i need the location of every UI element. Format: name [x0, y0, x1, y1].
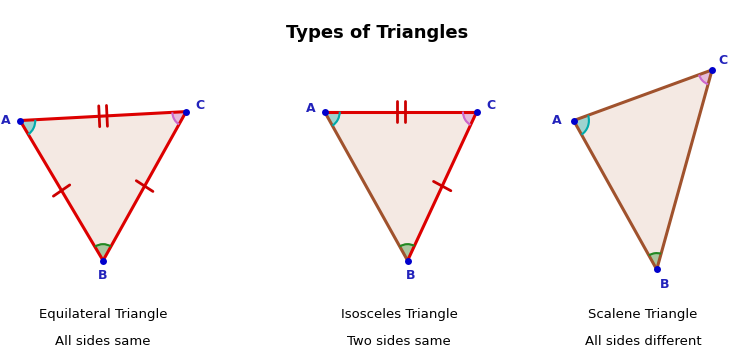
- Text: A: A: [552, 114, 562, 127]
- Text: B: B: [405, 269, 415, 282]
- Polygon shape: [325, 112, 340, 126]
- Polygon shape: [649, 253, 661, 270]
- Polygon shape: [574, 70, 712, 270]
- Text: C: C: [719, 55, 728, 68]
- Text: A: A: [2, 114, 11, 127]
- Polygon shape: [699, 70, 712, 84]
- Text: Types of Triangles: Types of Triangles: [286, 25, 469, 42]
- Polygon shape: [95, 244, 111, 260]
- Text: All sides same: All sides same: [55, 335, 151, 348]
- Polygon shape: [325, 112, 477, 260]
- Text: B: B: [661, 278, 670, 291]
- Polygon shape: [20, 120, 35, 134]
- Text: C: C: [196, 99, 205, 112]
- Polygon shape: [20, 112, 186, 260]
- Text: Scalene Triangle: Scalene Triangle: [588, 308, 698, 321]
- Polygon shape: [574, 115, 589, 135]
- Polygon shape: [172, 112, 186, 124]
- Text: C: C: [486, 99, 495, 112]
- Text: All sides different: All sides different: [584, 335, 701, 348]
- Text: A: A: [306, 102, 316, 115]
- Text: Equilateral Triangle: Equilateral Triangle: [39, 308, 168, 321]
- Polygon shape: [463, 112, 477, 125]
- Text: B: B: [98, 269, 108, 282]
- Text: Two sides same: Two sides same: [347, 335, 451, 348]
- Text: Isosceles Triangle: Isosceles Triangle: [341, 308, 458, 321]
- Polygon shape: [399, 244, 414, 260]
